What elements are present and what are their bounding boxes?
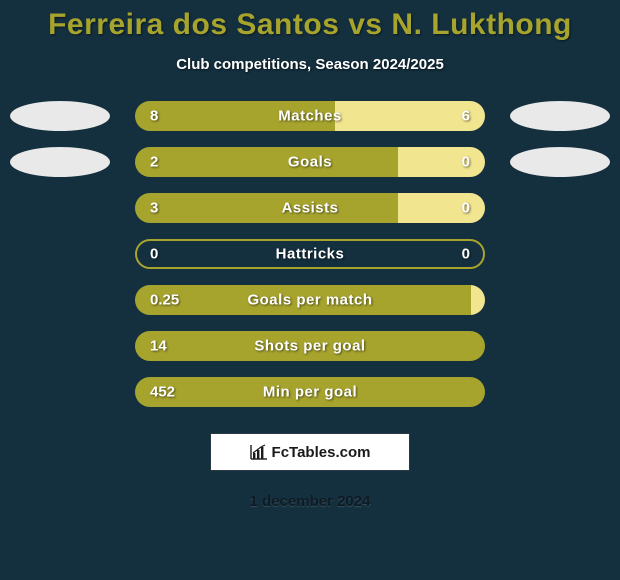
player-right-avatar <box>510 147 610 177</box>
player-right-avatar <box>510 101 610 131</box>
bar-segment-left <box>135 193 398 223</box>
stat-row: 0.25Goals per match <box>0 285 620 315</box>
chart-icon <box>250 444 268 460</box>
stat-bar <box>135 193 485 223</box>
bar-segment-right <box>398 193 486 223</box>
bar-segment-left <box>135 331 485 361</box>
stat-bar <box>135 147 485 177</box>
stat-row: 14Shots per goal <box>0 331 620 361</box>
page-title: Ferreira dos Santos vs N. Lukthong <box>0 8 620 42</box>
attribution-badge: FcTables.com <box>210 433 410 471</box>
bar-segment-right <box>335 101 486 131</box>
attribution-text: FcTables.com <box>272 444 371 461</box>
bar-segment-left <box>135 101 335 131</box>
bar-segment-left <box>135 147 398 177</box>
stats-rows: 86Matches 20Goals 30Assists 00Hattricks 0.25… <box>0 101 620 407</box>
stat-row: 452Min per goal <box>0 377 620 407</box>
stat-bar <box>135 101 485 131</box>
stat-bar <box>135 377 485 407</box>
stat-bar <box>135 285 485 315</box>
stat-row: 30Assists <box>0 193 620 223</box>
bar-segment-right <box>398 147 486 177</box>
bar-segment-left <box>135 285 471 315</box>
stat-bar <box>135 331 485 361</box>
player-left-avatar <box>10 147 110 177</box>
bar-segment-right <box>471 285 485 315</box>
player-left-avatar <box>10 101 110 131</box>
stat-row: 20Goals <box>0 147 620 177</box>
stat-row: 00Hattricks <box>0 239 620 269</box>
comparison-infographic: Ferreira dos Santos vs N. Lukthong Club … <box>0 0 620 580</box>
stat-row: 86Matches <box>0 101 620 131</box>
bar-segment-left <box>135 377 485 407</box>
stat-bar <box>135 239 485 269</box>
date-label: 1 december 2024 <box>0 493 620 510</box>
subtitle: Club competitions, Season 2024/2025 <box>0 56 620 73</box>
